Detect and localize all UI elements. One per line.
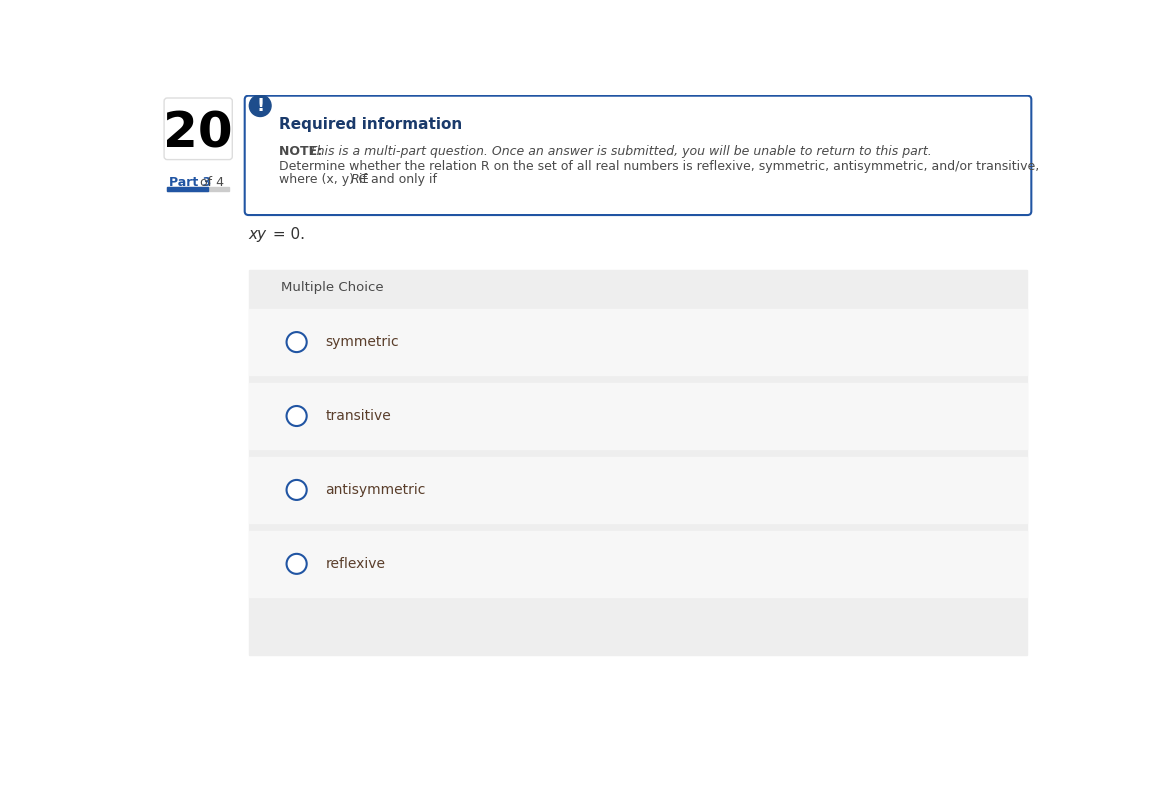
Text: = 0.: = 0. (268, 227, 305, 242)
Text: xy: xy (249, 227, 267, 242)
Bar (249, 457, 1028, 523)
Text: of 4: of 4 (196, 176, 223, 189)
Ellipse shape (286, 406, 306, 426)
Text: transitive: transitive (325, 409, 391, 423)
Text: where (x, y) ∈: where (x, y) ∈ (279, 172, 372, 186)
Text: Part 3: Part 3 (169, 176, 211, 189)
Text: Determine whether the relation R on the set of all real numbers is reflexive, sy: Determine whether the relation R on the … (279, 160, 1039, 172)
Text: reflexive: reflexive (325, 557, 385, 571)
Text: R: R (350, 172, 360, 186)
Text: antisymmetric: antisymmetric (325, 483, 426, 497)
Text: 20: 20 (163, 109, 233, 157)
Bar (168, 187, 208, 191)
Bar (249, 309, 1028, 375)
Text: !: ! (256, 97, 264, 115)
FancyBboxPatch shape (164, 98, 233, 160)
Ellipse shape (286, 554, 306, 573)
Circle shape (249, 95, 271, 116)
Bar (249, 531, 1028, 597)
Text: Required information: Required information (279, 117, 462, 131)
Text: symmetric: symmetric (325, 335, 399, 349)
Text: Multiple Choice: Multiple Choice (282, 281, 384, 294)
FancyBboxPatch shape (244, 96, 1031, 215)
Ellipse shape (286, 480, 306, 500)
Text: This is a multi-part question. Once an answer is submitted, you will be unable t: This is a multi-part question. Once an a… (308, 145, 931, 158)
Ellipse shape (286, 332, 306, 352)
Text: NOTE:: NOTE: (279, 145, 326, 158)
Bar (249, 383, 1028, 449)
Bar (168, 187, 229, 191)
Text: if and only if: if and only if (359, 172, 436, 186)
Bar (249, 271, 1028, 656)
